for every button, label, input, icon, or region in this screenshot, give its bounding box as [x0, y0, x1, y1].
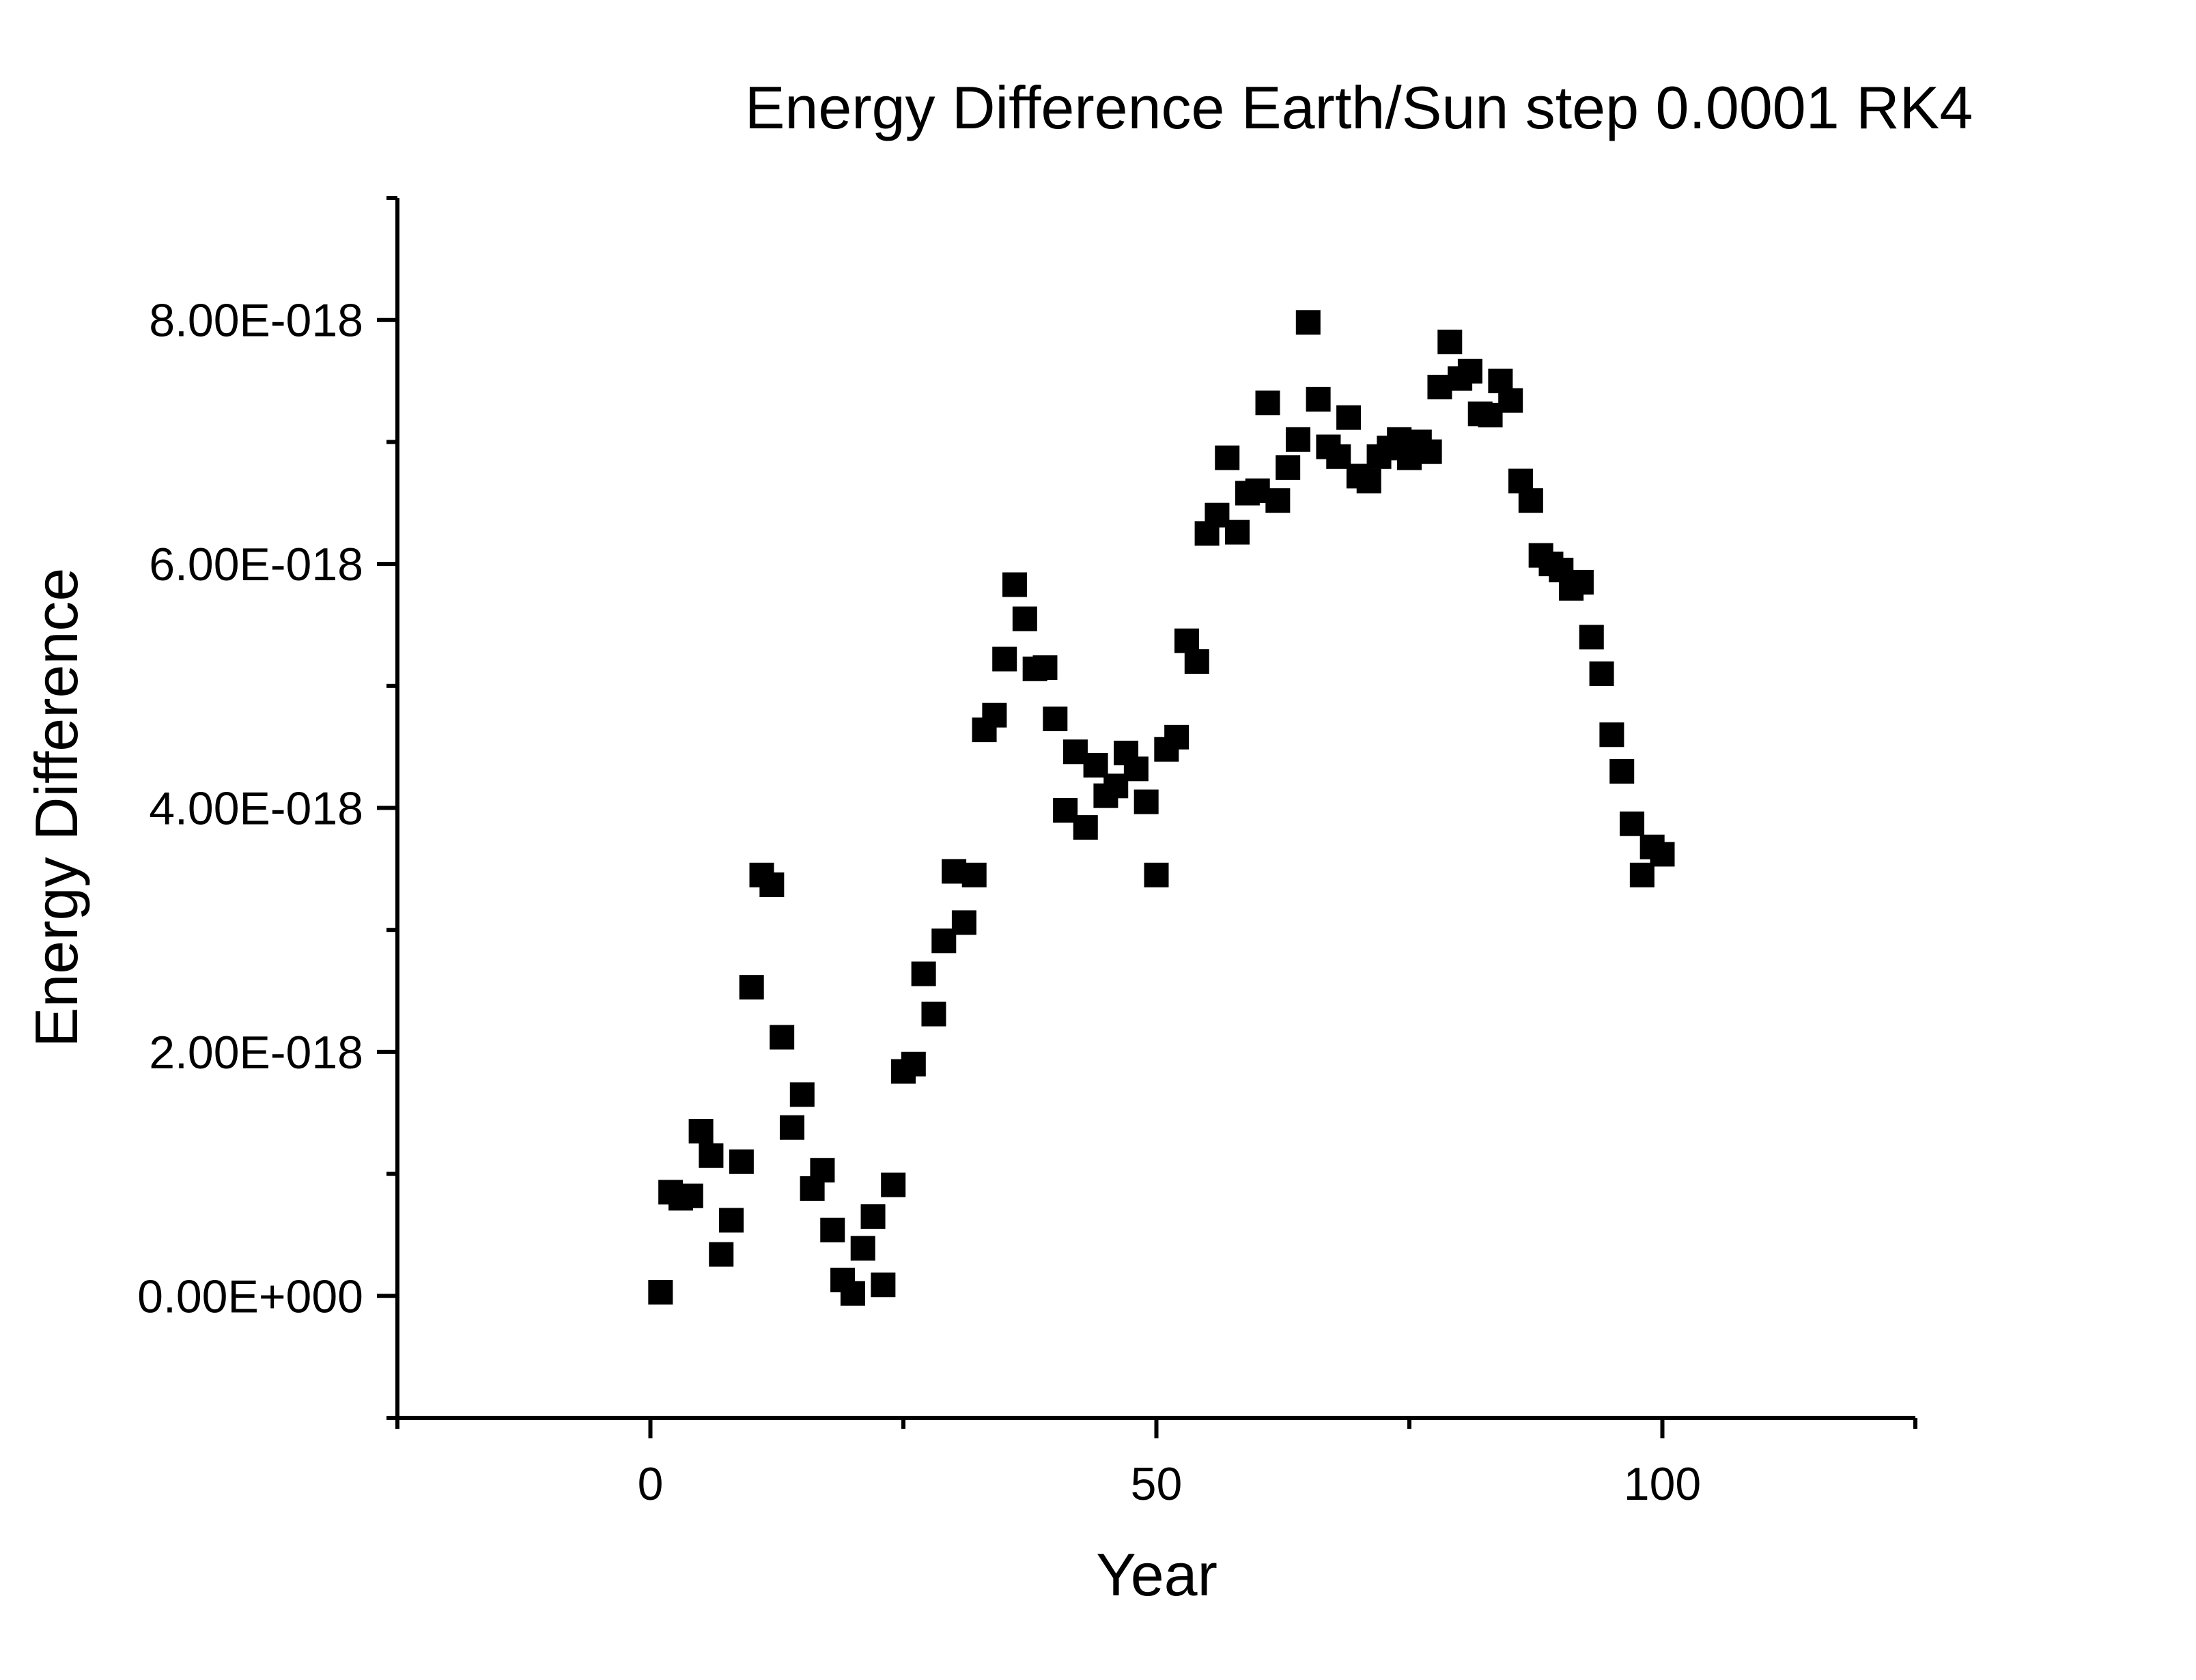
data-point — [1336, 405, 1362, 430]
y-tick-label: 8.00E-018 — [149, 295, 363, 347]
data-point — [688, 1119, 714, 1144]
data-point — [1184, 649, 1209, 674]
data-point — [1225, 519, 1250, 545]
data-point — [719, 1208, 744, 1233]
data-point — [992, 646, 1017, 672]
data-point — [1073, 815, 1098, 840]
data-point — [1295, 310, 1321, 335]
data-point — [1215, 445, 1240, 470]
x-axis-title: Year — [1096, 1541, 1217, 1608]
data-point — [1285, 427, 1310, 452]
data-point — [1518, 488, 1543, 513]
data-point — [1134, 789, 1159, 814]
data-point — [1032, 655, 1058, 680]
data-point — [840, 1281, 865, 1306]
data-point — [911, 961, 936, 986]
data-point — [1609, 758, 1635, 784]
data-point — [1498, 388, 1523, 413]
data-point — [1629, 862, 1655, 887]
data-point — [1306, 386, 1331, 412]
y-axis-title: Energy Difference — [23, 568, 90, 1048]
data-point — [1457, 358, 1482, 384]
x-tick-label: 100 — [1624, 1458, 1701, 1510]
y-tick-label: 0.00E+000 — [137, 1270, 363, 1322]
data-point — [1012, 606, 1037, 631]
data-point — [901, 1051, 926, 1077]
data-point — [779, 1115, 804, 1140]
data-point — [1123, 756, 1149, 782]
data-point — [1437, 329, 1463, 354]
tick-labels: 0.00E+000 2.00E-018 4.00E-018 6.00E-018 8.00… — [137, 295, 1701, 1510]
data-point — [1144, 862, 1169, 887]
data-point — [1174, 628, 1199, 653]
data-point — [1589, 661, 1614, 686]
data-point — [678, 1183, 703, 1208]
data-point — [850, 1236, 875, 1261]
data-point — [648, 1279, 673, 1305]
data-point — [921, 1001, 946, 1027]
data-point — [1599, 722, 1624, 748]
data-point — [739, 975, 764, 1000]
data-point — [810, 1158, 835, 1183]
data-point — [770, 1025, 795, 1050]
data-point — [789, 1082, 815, 1107]
y-tick-label: 4.00E-018 — [149, 783, 363, 835]
data-point — [860, 1204, 886, 1229]
data-point — [1083, 752, 1108, 778]
x-tick-label: 0 — [638, 1458, 664, 1510]
data-point — [1002, 572, 1028, 597]
y-tick-label: 6.00E-018 — [149, 539, 363, 590]
data-point — [1568, 569, 1594, 595]
data-points — [648, 310, 1675, 1306]
data-point — [759, 872, 785, 898]
data-point — [820, 1217, 845, 1242]
data-point — [871, 1272, 896, 1298]
data-point — [1265, 488, 1291, 513]
data-point — [1620, 811, 1645, 836]
chart-title: Energy Difference Earth/Sun step 0.0001 … — [745, 74, 1973, 141]
data-point — [951, 910, 976, 935]
data-point — [709, 1242, 734, 1267]
data-point — [1417, 439, 1442, 464]
data-point — [961, 862, 987, 887]
data-point — [699, 1143, 724, 1168]
data-point — [729, 1149, 754, 1174]
data-point — [1276, 455, 1301, 480]
data-point — [881, 1172, 906, 1197]
x-tick-label: 50 — [1131, 1458, 1183, 1510]
data-point — [1650, 842, 1675, 867]
data-point — [1579, 625, 1604, 650]
data-point — [1255, 390, 1280, 416]
data-point — [1043, 707, 1068, 732]
ticks — [377, 196, 1917, 1438]
y-tick-label: 2.00E-018 — [149, 1027, 363, 1079]
data-point — [1356, 468, 1381, 494]
data-point — [1164, 724, 1190, 750]
data-point — [982, 702, 1007, 728]
